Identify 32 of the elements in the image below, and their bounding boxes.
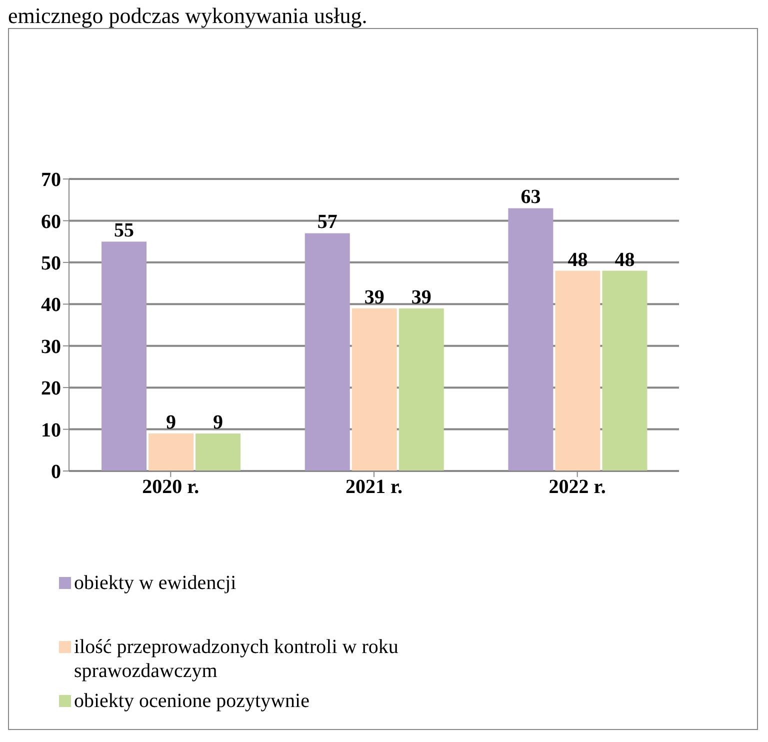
data-label: 57 bbox=[317, 211, 338, 234]
x-tick-label: 2020 r. bbox=[142, 476, 200, 498]
y-tick-label: 30 bbox=[41, 336, 61, 358]
bar bbox=[102, 242, 147, 471]
y-tick-label: 50 bbox=[41, 252, 61, 275]
y-tick-label: 70 bbox=[41, 169, 61, 192]
y-tick-label: 60 bbox=[41, 210, 61, 233]
legend-label: obiekty ocenione pozytywnie bbox=[74, 689, 310, 713]
data-label: 39 bbox=[364, 286, 384, 308]
data-label: 55 bbox=[114, 220, 134, 242]
y-tick-label: 0 bbox=[51, 461, 61, 484]
data-label: 9 bbox=[213, 411, 224, 434]
data-label: 39 bbox=[411, 286, 432, 308]
data-label: 48 bbox=[614, 248, 635, 271]
text: emicznego podczas wykonywania usług. bbox=[8, 3, 368, 28]
y-tick-label: 10 bbox=[41, 419, 61, 442]
y-tick-label: 20 bbox=[41, 378, 61, 400]
x-tick-label: 2021 r. bbox=[345, 476, 403, 498]
x-tick-label: 2022 r. bbox=[548, 476, 606, 498]
bar bbox=[555, 270, 600, 471]
data-label: 9 bbox=[166, 411, 176, 434]
bar bbox=[304, 233, 350, 471]
bar bbox=[602, 270, 648, 471]
bar bbox=[196, 433, 241, 471]
bar bbox=[148, 433, 194, 471]
data-label: 48 bbox=[568, 248, 588, 271]
data-label: 63 bbox=[520, 186, 541, 208]
bar bbox=[508, 208, 554, 471]
y-tick-label: 40 bbox=[41, 294, 61, 316]
bar bbox=[398, 308, 444, 471]
bar bbox=[352, 308, 397, 471]
legend-label: obiekty w ewidencji bbox=[74, 571, 236, 595]
